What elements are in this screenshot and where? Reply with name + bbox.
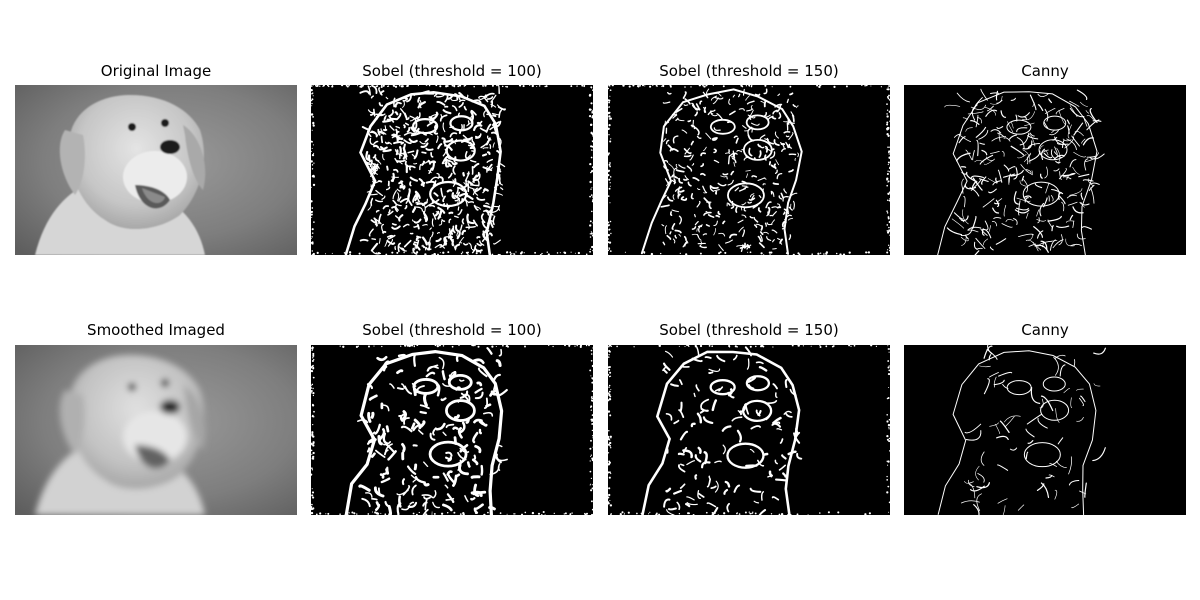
smoothed-sobel-100-panel bbox=[311, 345, 593, 515]
panel-title-smoothed-sobel-150: Sobel (threshold = 150) bbox=[659, 321, 839, 339]
panel-title-sobel-100: Sobel (threshold = 100) bbox=[362, 62, 542, 80]
canny-panel bbox=[904, 85, 1186, 255]
smoothed-canny-panel bbox=[904, 345, 1186, 515]
panel-title-sobel-150: Sobel (threshold = 150) bbox=[659, 62, 839, 80]
panel-title-canny: Canny bbox=[1021, 62, 1069, 80]
canny-edge-map bbox=[904, 85, 1186, 255]
panel-title-smoothed-sobel-100: Sobel (threshold = 100) bbox=[362, 321, 542, 339]
sobel-100-edge-map bbox=[311, 85, 593, 255]
panel-title-smoothed: Smoothed Imaged bbox=[87, 321, 225, 339]
original-dog-photo bbox=[15, 85, 297, 255]
sobel-100-panel bbox=[311, 85, 593, 255]
smoothed-canny-edge-map bbox=[904, 345, 1186, 515]
smoothed-sobel-100-edge-map bbox=[311, 345, 593, 515]
sobel-150-edge-map bbox=[608, 85, 890, 255]
smoothed-sobel-150-panel bbox=[608, 345, 890, 515]
panel-title-smoothed-canny: Canny bbox=[1021, 321, 1069, 339]
smoothed-image-panel bbox=[15, 345, 297, 515]
panel-title-original: Original Image bbox=[100, 62, 212, 80]
sobel-150-panel bbox=[608, 85, 890, 255]
original-image-panel bbox=[15, 85, 297, 255]
smoothed-sobel-150-edge-map bbox=[608, 345, 890, 515]
smoothed-dog-photo bbox=[15, 345, 297, 515]
